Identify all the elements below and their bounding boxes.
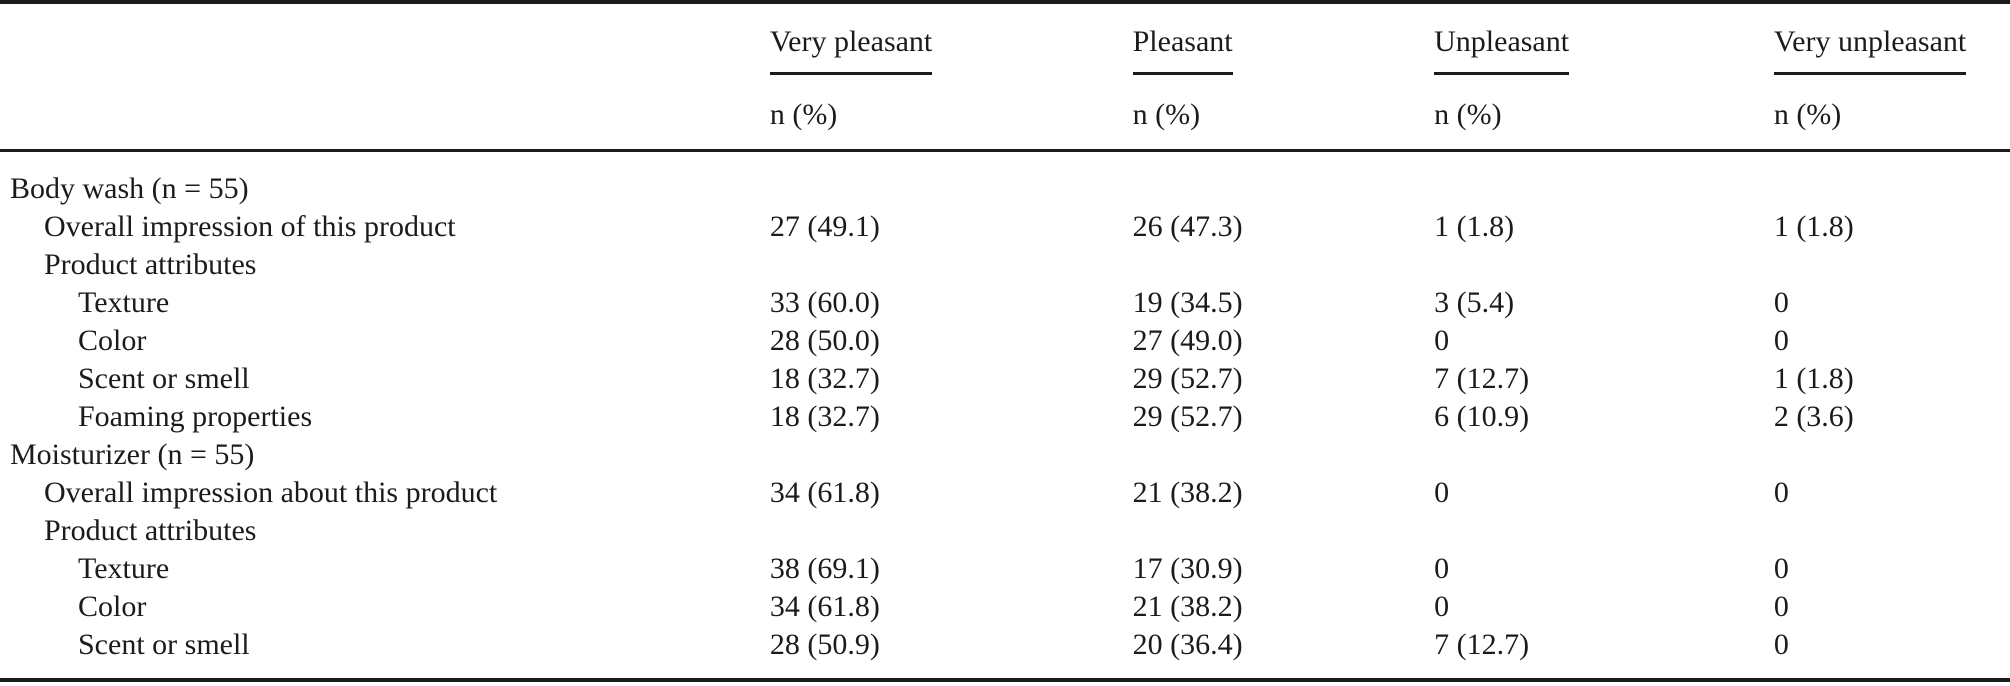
- cell-value: [1133, 512, 1435, 550]
- cell-value: 3 (5.4): [1434, 286, 1515, 319]
- cell-value: 0: [1434, 590, 1450, 623]
- row-label: Body wash (n = 55): [10, 172, 249, 205]
- cell-value: 0: [1434, 552, 1450, 585]
- row-label: Color: [78, 324, 147, 357]
- row-label: Texture: [78, 286, 170, 319]
- cell-value: [770, 246, 1133, 284]
- header-very-unpleasant: Very unpleasant: [1773, 2, 2010, 75]
- cell-value: 0: [1773, 286, 1789, 319]
- table-row: Foaming properties 18 (32.7) 29 (52.7) 6…: [0, 398, 2010, 436]
- row-label: Color: [78, 590, 147, 623]
- cell-value: 20 (36.4): [1132, 628, 1243, 661]
- cell-value: 21 (38.2): [1132, 590, 1243, 623]
- table-header: Very pleasant Pleasant Unpleasant Very u…: [0, 2, 2010, 152]
- cell-value: 19 (34.5): [1132, 286, 1243, 319]
- cell-value: [1133, 151, 1435, 209]
- cell-value: [1774, 436, 2010, 474]
- cell-value: [1774, 151, 2010, 209]
- cell-value: [1774, 512, 2010, 550]
- header-unpleasant: Unpleasant: [1434, 2, 1774, 75]
- row-label: Overall impression about this product: [44, 476, 498, 509]
- cell-value: 26 (47.3): [1132, 210, 1243, 243]
- cell-value: 27 (49.1): [769, 210, 880, 243]
- row-label: Scent or smell: [78, 362, 250, 395]
- cell-value: 0: [1773, 552, 1789, 585]
- table-row: Product attributes: [0, 246, 2010, 284]
- cell-value: 34 (61.8): [769, 476, 880, 509]
- cell-value: 6 (10.9): [1434, 400, 1530, 433]
- row-label: Foaming properties: [78, 400, 313, 433]
- row-label: Product attributes: [44, 248, 257, 281]
- cell-value: 7 (12.7): [1434, 628, 1530, 661]
- cell-value: 28 (50.9): [769, 628, 880, 661]
- cell-value: 0: [1773, 476, 1789, 509]
- header-very-pleasant: Very pleasant: [769, 2, 1133, 75]
- row-label: Product attributes: [44, 514, 257, 547]
- cell-value: [770, 512, 1133, 550]
- header-pleasant-text: Pleasant: [1132, 24, 1233, 75]
- table-row: Product attributes: [0, 512, 2010, 550]
- table-body: Body wash (n = 55) Overall impression of…: [0, 151, 2010, 681]
- row-label: Texture: [78, 552, 170, 585]
- cell-value: [1133, 436, 1435, 474]
- table-row: Body wash (n = 55): [0, 151, 2010, 209]
- table-row: Texture 33 (60.0) 19 (34.5) 3 (5.4) 0: [0, 284, 2010, 322]
- cell-value: 7 (12.7): [1434, 362, 1530, 395]
- header-row-main: Very pleasant Pleasant Unpleasant Very u…: [0, 2, 2010, 75]
- cell-value: 0: [1773, 628, 1789, 661]
- header-row-sub: n (%) n (%) n (%) n (%): [0, 75, 2010, 152]
- cell-value: 0: [1773, 590, 1789, 623]
- cell-value: 1 (1.8): [1773, 362, 1854, 395]
- table-row: Color 34 (61.8) 21 (38.2) 0 0: [0, 588, 2010, 626]
- cell-value: 29 (52.7): [1132, 400, 1243, 433]
- table-row: Color 28 (50.0) 27 (49.0) 0 0: [0, 322, 2010, 360]
- subheader-label-column-empty: [0, 75, 770, 152]
- table-row: Scent or smell 18 (32.7) 29 (52.7) 7 (12…: [0, 360, 2010, 398]
- cell-value: 34 (61.8): [769, 590, 880, 623]
- cell-value: 21 (38.2): [1132, 476, 1243, 509]
- cell-value: 0: [1773, 324, 1789, 357]
- header-pleasant: Pleasant: [1132, 2, 1435, 75]
- table-row: Overall impression about this product 34…: [0, 474, 2010, 512]
- cell-value: [1434, 151, 1774, 209]
- header-label-column-empty: [0, 2, 770, 75]
- cell-value: 38 (69.1): [769, 552, 880, 585]
- header-unpleasant-text: Unpleasant: [1434, 24, 1570, 75]
- cell-value: [1774, 246, 2010, 284]
- row-label: Scent or smell: [78, 628, 250, 661]
- subheader-n-pct-3: n (%): [1434, 75, 1774, 152]
- row-label: Overall impression of this product: [44, 210, 456, 243]
- table-row: Scent or smell 28 (50.9) 20 (36.4) 7 (12…: [0, 626, 2010, 680]
- cell-value: 28 (50.0): [769, 324, 880, 357]
- cell-value: 17 (30.9): [1132, 552, 1243, 585]
- cell-value: [1133, 246, 1435, 284]
- cell-value: 1 (1.8): [1773, 210, 1854, 243]
- cell-value: 0: [1434, 324, 1450, 357]
- subheader-n-pct-4: n (%): [1773, 75, 2010, 152]
- subheader-n-pct-1: n (%): [769, 75, 1133, 152]
- cell-value: 18 (32.7): [769, 400, 880, 433]
- cell-value: [770, 151, 1133, 209]
- table-row: Moisturizer (n = 55): [0, 436, 2010, 474]
- table-row: Overall impression of this product 27 (4…: [0, 208, 2010, 246]
- subheader-n-pct-2: n (%): [1132, 75, 1435, 152]
- cell-value: [1434, 512, 1774, 550]
- cell-value: 27 (49.0): [1132, 324, 1243, 357]
- cell-value: [770, 436, 1133, 474]
- header-very-pleasant-text: Very pleasant: [769, 24, 933, 75]
- cell-value: 2 (3.6): [1773, 400, 1854, 433]
- header-very-unpleasant-text: Very unpleasant: [1773, 24, 1967, 75]
- table-row: Texture 38 (69.1) 17 (30.9) 0 0: [0, 550, 2010, 588]
- cell-value: 18 (32.7): [769, 362, 880, 395]
- cell-value: 1 (1.8): [1434, 210, 1515, 243]
- cell-value: [1434, 246, 1774, 284]
- cell-value: 33 (60.0): [769, 286, 880, 319]
- row-label: Moisturizer (n = 55): [10, 438, 255, 471]
- cell-value: 29 (52.7): [1132, 362, 1243, 395]
- cell-value: [1434, 436, 1774, 474]
- cell-value: 0: [1434, 476, 1450, 509]
